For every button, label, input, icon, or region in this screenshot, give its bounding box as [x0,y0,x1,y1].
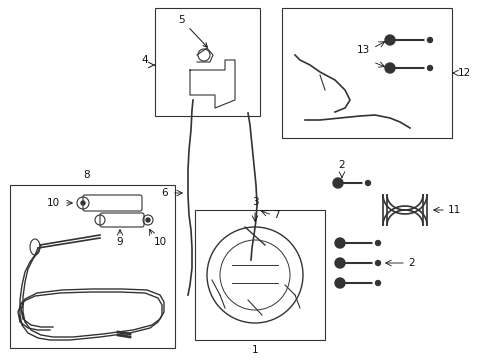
Circle shape [375,280,380,285]
Circle shape [375,240,380,246]
Text: 13: 13 [356,45,369,55]
Circle shape [384,35,394,45]
Circle shape [375,261,380,266]
Circle shape [334,278,345,288]
FancyBboxPatch shape [100,213,143,227]
Text: 2: 2 [338,160,345,170]
Circle shape [334,238,345,248]
Text: 5: 5 [178,15,207,47]
Circle shape [424,35,434,45]
Bar [155,8,260,116]
Text: 7: 7 [272,210,279,220]
Circle shape [332,178,342,188]
Circle shape [427,37,431,42]
Text: 8: 8 [83,170,90,180]
Circle shape [372,278,382,288]
FancyBboxPatch shape [83,195,142,211]
Text: 12: 12 [457,68,470,78]
Circle shape [384,63,394,73]
Text: 1: 1 [251,345,258,355]
Bar [282,8,451,138]
Circle shape [334,258,345,268]
Circle shape [424,63,434,73]
Bar [10,185,175,348]
Text: 6: 6 [161,188,168,198]
Circle shape [427,66,431,71]
Text: 10: 10 [47,198,60,208]
Text: 4: 4 [141,55,148,65]
Text: 11: 11 [447,205,460,215]
Bar [195,210,325,340]
Polygon shape [190,60,235,108]
Circle shape [362,178,372,188]
Text: 3: 3 [251,197,258,207]
Text: 2: 2 [407,258,414,268]
Text: 9: 9 [117,237,123,247]
Circle shape [372,238,382,248]
Circle shape [146,218,150,222]
Circle shape [372,258,382,268]
Circle shape [365,180,370,185]
Text: 10: 10 [153,237,166,247]
Circle shape [81,201,85,205]
